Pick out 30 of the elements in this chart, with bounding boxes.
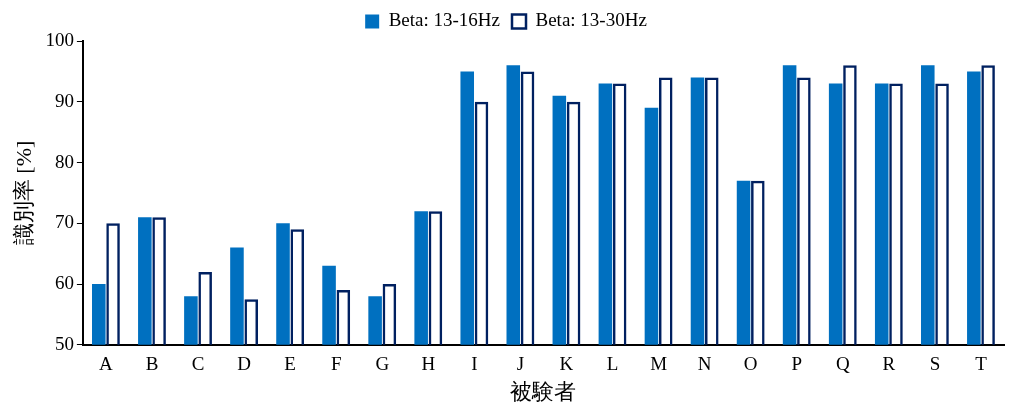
- x-tick-label: M: [650, 353, 668, 375]
- x-tick-label: F: [330, 353, 342, 375]
- x-tick-label: B: [145, 353, 159, 375]
- x-tick-label: C: [191, 353, 205, 375]
- x-tick-label: N: [697, 353, 712, 375]
- x-tick-label: K: [559, 353, 574, 375]
- x-tick-label: T: [975, 353, 988, 375]
- y-tick-label: 50: [54, 332, 74, 354]
- x-tick-label: Q: [835, 353, 850, 375]
- x-tick-label: P: [791, 353, 803, 375]
- y-tick-label: 70: [54, 211, 74, 233]
- legend-label: Beta: 13-30Hz: [535, 9, 647, 31]
- x-tick-label: G: [375, 353, 390, 375]
- y-axis-title: 識別率 [%]: [10, 140, 36, 246]
- y-tick-label: 60: [54, 272, 74, 294]
- y-tick-label: 100: [45, 28, 74, 50]
- x-axis-title: 被験者: [510, 378, 577, 404]
- x-tick-label: E: [284, 353, 296, 375]
- legend-label: Beta: 13-16Hz: [388, 9, 500, 31]
- x-tick-label: H: [421, 353, 436, 375]
- x-tick-label: J: [516, 353, 525, 375]
- y-tick-label: 80: [54, 150, 74, 172]
- x-tick-label: L: [606, 353, 619, 375]
- x-tick-label: O: [743, 353, 758, 375]
- x-tick-label: S: [929, 353, 941, 375]
- x-tick-label: I: [471, 353, 478, 375]
- x-tick-label: D: [237, 353, 251, 375]
- y-tick-label: 90: [54, 89, 74, 111]
- x-tick-label: A: [99, 353, 114, 375]
- x-tick-label: R: [882, 353, 896, 375]
